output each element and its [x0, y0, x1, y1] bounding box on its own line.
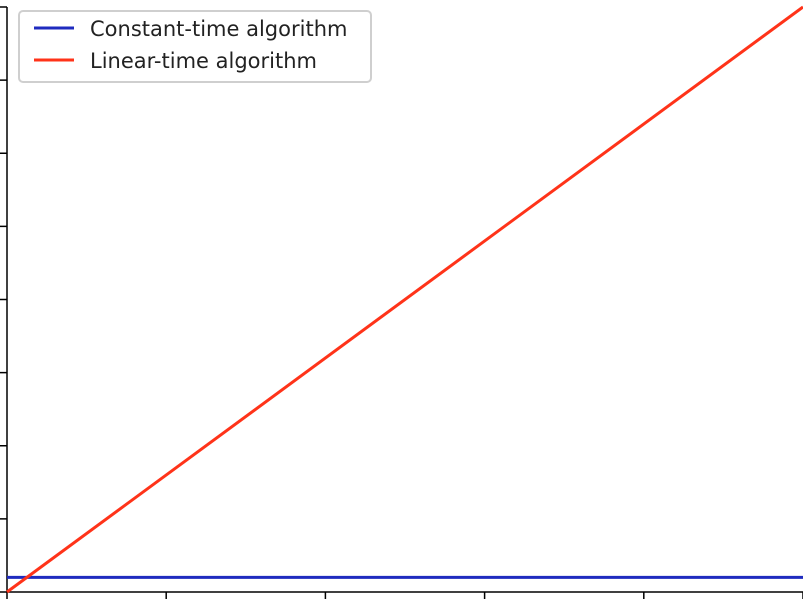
series-line-linear [6, 5, 803, 594]
series-lines [6, 5, 803, 594]
legend-label-linear: Linear-time algorithm [90, 49, 317, 73]
legend: Constant-time algorithm Linear-time algo… [18, 10, 372, 83]
legend-label-constant: Constant-time algorithm [90, 17, 347, 41]
axes [0, 6, 803, 599]
legend-box [18, 10, 372, 83]
